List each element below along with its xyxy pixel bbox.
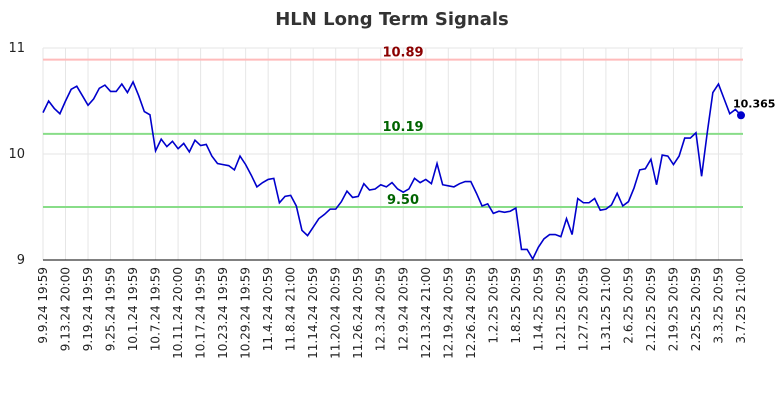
end-label: 10.365 [733, 97, 775, 110]
x-tick-label: 1.27.25 20:59 [576, 267, 590, 351]
x-tick-label: 9.9.24 19:59 [36, 267, 50, 344]
x-tick-label: 2.12.25 20:59 [644, 267, 658, 351]
x-tick-label: 1.14.25 20:59 [531, 267, 545, 351]
end-point [737, 111, 745, 120]
x-tick-label: 9.19.24 19:59 [81, 267, 95, 351]
x-tick-label: 9.13.24 20:00 [59, 267, 73, 351]
x-tick-label: 3.7.25 21:00 [734, 267, 748, 344]
reference-label: 10.89 [382, 46, 423, 61]
x-tick-label: 11.14.24 20:59 [306, 267, 320, 359]
x-tick-label: 11.20.24 20:59 [329, 267, 343, 359]
x-tick-label: 1.2.25 20:59 [486, 267, 500, 344]
x-tick-label: 2.25.25 20:59 [689, 267, 703, 351]
x-tick-label: 12.9.24 20:59 [396, 267, 410, 351]
reference-label: 9.50 [387, 193, 419, 208]
x-tick-label: 12.3.24 20:59 [374, 267, 388, 351]
x-tick-label: 3.3.25 20:59 [711, 267, 725, 344]
x-tick-label: 1.21.25 20:59 [554, 267, 568, 351]
x-tick-label: 1.31.25 21:00 [599, 267, 613, 351]
x-tick-label: 1.8.25 20:59 [509, 267, 523, 344]
chart-title: HLN Long Term Signals [275, 9, 509, 30]
x-tick-label: 11.4.24 20:59 [261, 267, 275, 351]
reference-label: 10.19 [382, 120, 423, 135]
x-tick-label: 10.29.24 19:59 [239, 267, 253, 359]
x-tick-label: 10.7.24 19:59 [149, 267, 163, 351]
x-tick-label: 12.26.24 20:59 [464, 267, 478, 359]
x-tick-label: 10.1.24 19:59 [126, 267, 140, 351]
x-tick-label: 2.19.25 20:59 [666, 267, 680, 351]
x-tick-label: 12.19.24 20:59 [441, 267, 455, 359]
x-tick-label: 10.23.24 19:59 [216, 267, 230, 359]
x-tick-label: 12.13.24 21:00 [419, 267, 433, 359]
line-series [42, 80, 742, 261]
x-tick-label: 2.6.25 20:59 [621, 267, 635, 344]
x-tick-label: 11.26.24 20:59 [351, 267, 365, 359]
y-tick-label: 10 [8, 147, 25, 162]
y-tick-label: 11 [8, 41, 25, 56]
y-tick-label: 9 [17, 253, 25, 268]
x-tick-label: 9.25.24 19:59 [104, 267, 118, 351]
x-tick-label: 11.8.24 21:00 [284, 267, 298, 351]
x-tick-label: 10.17.24 19:59 [194, 267, 208, 359]
x-tick-label: 10.11.24 20:00 [171, 267, 185, 359]
